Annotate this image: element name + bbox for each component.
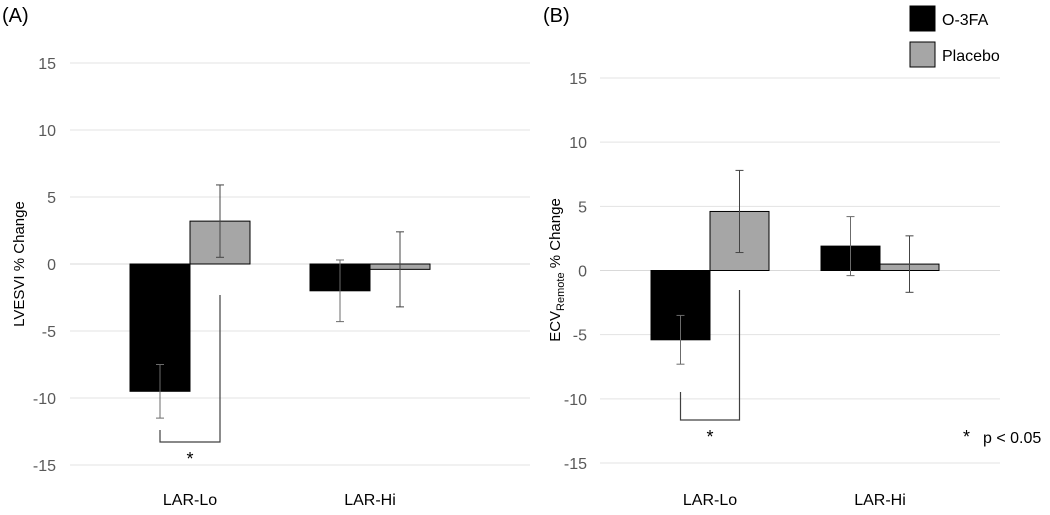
significance-bracket-a [159, 295, 221, 443]
legend-swatch-o3fa [909, 5, 936, 32]
y-axis-label-a: LVESVI % Change [11, 201, 28, 327]
legend-label-o3fa: O-3FA [942, 12, 989, 29]
x-category-label-a-1: LAR-Hi [344, 492, 396, 509]
footnote-text: p < 0.05 [983, 430, 1041, 447]
y-tick-label-a-0: 15 [38, 56, 56, 73]
panel-b-plot: 15 10 5 0 -5 -10 -15 LAR-Lo LAR-Hi * [564, 71, 1000, 509]
y-axis-label-b: ECVRemote % Change [547, 198, 567, 342]
legend-label-placebo: Placebo [942, 48, 1000, 65]
y-axis-label-b-suffix: % Change [547, 198, 564, 272]
footnote-symbol: * [963, 427, 970, 447]
y-tick-label-a-4: -5 [42, 324, 56, 341]
significance-star-a: * [186, 449, 193, 469]
legend-swatch-placebo [909, 41, 936, 68]
y-tick-label-b-3: 0 [578, 264, 587, 281]
y-tick-label-a-2: 5 [47, 190, 56, 207]
y-tick-label-a-6: -15 [33, 458, 56, 475]
y-tick-label-a-3: 0 [47, 257, 56, 274]
significance-bracket-b [679, 290, 741, 421]
y-axis-label-b-subscript: Remote [555, 272, 567, 311]
y-tick-label-a-1: 10 [38, 123, 56, 140]
panel-label-a: (A) [2, 5, 29, 27]
panel-a-plot: 15 10 5 0 -5 -10 -15 LAR-Lo LAR-Hi * [33, 56, 530, 509]
y-tick-label-b-2: 5 [578, 199, 587, 216]
x-category-label-b-0: LAR-Lo [683, 492, 737, 509]
y-tick-label-b-5: -10 [564, 392, 587, 409]
panel-label-b: (B) [543, 5, 570, 27]
y-tick-label-a-5: -10 [33, 391, 56, 408]
x-category-label-b-1: LAR-Hi [854, 492, 906, 509]
y-tick-label-b-6: -15 [564, 456, 587, 473]
x-category-label-a-0: LAR-Lo [163, 492, 217, 509]
y-tick-label-b-1: 10 [569, 135, 587, 152]
significance-star-b: * [706, 427, 713, 447]
y-axis-label-b-main: ECV [547, 311, 564, 342]
y-tick-label-b-0: 15 [569, 71, 587, 88]
y-tick-label-b-4: -5 [573, 328, 587, 345]
